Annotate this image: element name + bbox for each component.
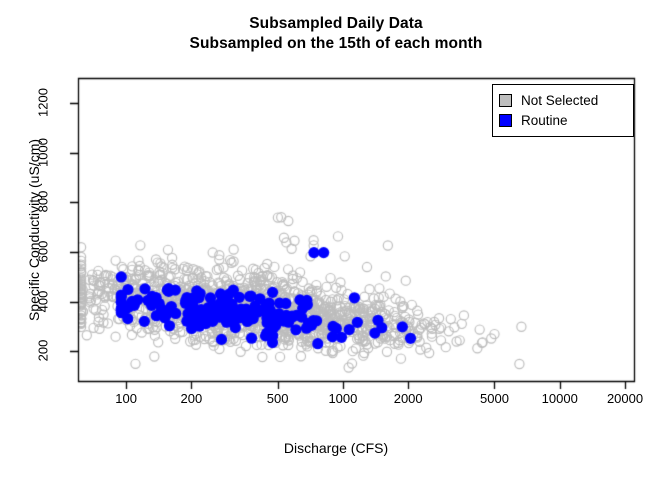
chart-subtitle: Subsampled on the 15th of each month: [189, 35, 483, 52]
y-tick-label: 400: [35, 290, 51, 312]
y-tick-label: 800: [35, 190, 51, 213]
legend-label-not-selected: Not Selected: [521, 92, 599, 108]
x-tick-label: 5000: [480, 391, 509, 406]
x-tick-label: 10000: [541, 391, 578, 406]
y-tick-label: 600: [35, 240, 51, 263]
x-tick-label: 2000: [393, 391, 423, 406]
x-tick-label: 1000: [328, 391, 358, 406]
y-tick-label: 200: [35, 339, 51, 362]
legend-item-routine: Routine: [499, 110, 627, 130]
chart-title-block: Subsampled Daily Data Subsampled on the …: [0, 14, 672, 54]
x-tick-label: 20000: [606, 391, 644, 406]
legend: Not Selected Routine: [492, 84, 634, 137]
legend-swatch-not-selected: [499, 93, 512, 107]
legend-item-not-selected: Not Selected: [499, 90, 627, 110]
legend-label-routine: Routine: [521, 112, 568, 128]
x-tick-label: 100: [115, 391, 137, 406]
x-tick-label: 200: [180, 391, 203, 406]
chart-title: Subsampled Daily Data: [249, 15, 423, 32]
y-tick-label: 1200: [35, 87, 51, 117]
y-tick-label: 1000: [35, 137, 51, 167]
x-axis-label: Discharge (CFS): [283, 440, 389, 456]
legend-swatch-routine: [499, 113, 512, 127]
x-tick-label: 500: [266, 391, 289, 406]
